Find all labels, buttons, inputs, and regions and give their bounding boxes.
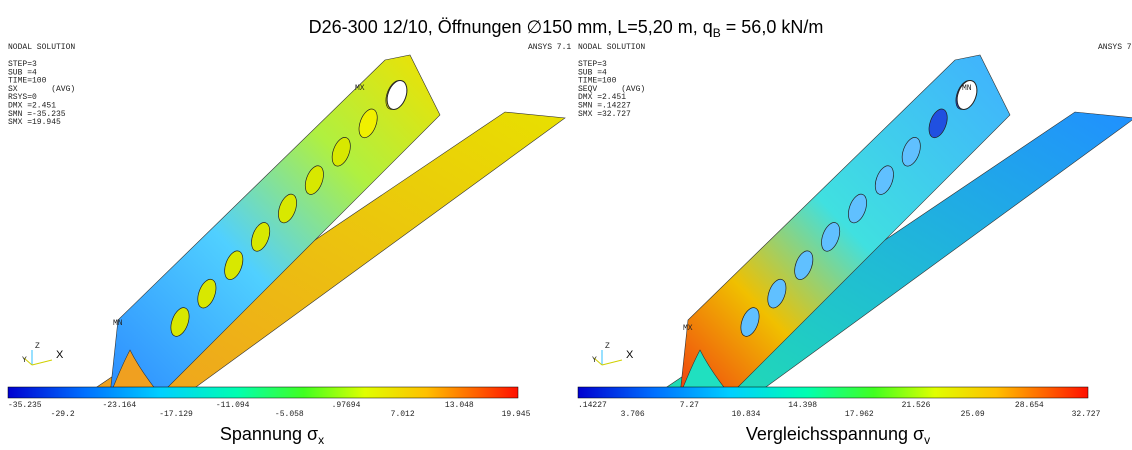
info-line: STEP=3 bbox=[578, 60, 607, 69]
legend-label: -17.129 bbox=[159, 410, 193, 419]
legend-label: -5.058 bbox=[275, 410, 304, 419]
hole bbox=[170, 307, 190, 337]
info-line: RSYS=0 bbox=[8, 93, 37, 102]
version: ANSYS 7.1 bbox=[1098, 43, 1132, 52]
legend-label: -23.164 bbox=[103, 401, 137, 410]
legend-label: 7.012 bbox=[391, 410, 415, 419]
hole bbox=[304, 165, 324, 195]
text-part: Vergleichsspannung σ bbox=[746, 424, 924, 444]
web-bottom bbox=[679, 349, 731, 396]
axis-label: X bbox=[56, 349, 64, 361]
axis-label: Z bbox=[605, 342, 610, 351]
hole bbox=[224, 250, 244, 280]
hole bbox=[928, 108, 948, 139]
hole bbox=[848, 193, 867, 224]
hole bbox=[197, 278, 217, 309]
legend-label: 7.27 bbox=[680, 401, 699, 410]
hole-open bbox=[386, 80, 408, 110]
info-line: SUB =4 bbox=[578, 68, 607, 77]
legend-label: 17.962 bbox=[845, 410, 874, 419]
figure-title: D26-300 12/10, Öffnungen ∅150 mm, L=5,20… bbox=[309, 17, 824, 40]
text-part: = 56,0 kN/m bbox=[721, 17, 824, 37]
legend-label: -35.235 bbox=[8, 401, 42, 410]
text-part: B bbox=[713, 26, 721, 40]
axis-label: Z bbox=[35, 342, 40, 351]
info-line: SX (AVG) bbox=[8, 85, 75, 94]
axis bbox=[593, 357, 603, 366]
axis-label: Y bbox=[22, 356, 27, 365]
legend-label: .14227 bbox=[578, 401, 607, 410]
axis-label: X bbox=[626, 349, 634, 361]
legend-label: 3.706 bbox=[621, 410, 645, 419]
header: NODAL SOLUTION bbox=[578, 43, 645, 52]
hole bbox=[794, 250, 814, 280]
info-line: STEP=3 bbox=[8, 60, 37, 69]
info-line: SMX =32.727 bbox=[578, 110, 631, 119]
hole bbox=[358, 108, 378, 139]
hole bbox=[821, 222, 841, 252]
version: ANSYS 7.1 bbox=[528, 43, 571, 52]
info-line: DMX =2.451 bbox=[8, 102, 56, 111]
colorbar bbox=[577, 386, 1089, 399]
legend-label: 28.654 bbox=[1015, 401, 1044, 410]
legend-label: 14.398 bbox=[788, 401, 817, 410]
marker: MX bbox=[355, 84, 365, 93]
info-line: DMX =2.451 bbox=[578, 93, 626, 102]
hole bbox=[251, 222, 271, 252]
colorbar bbox=[7, 386, 519, 399]
info-line: SMN =.14227 bbox=[578, 102, 631, 111]
legend-label: -11.094 bbox=[216, 401, 250, 410]
hole bbox=[278, 193, 297, 224]
info-line: TIME=100 bbox=[578, 77, 617, 86]
info-line: SMX =19.945 bbox=[8, 118, 61, 127]
text-part: x bbox=[318, 433, 324, 447]
axis bbox=[31, 359, 53, 366]
legend-label: 13.048 bbox=[445, 401, 474, 410]
web-bottom bbox=[109, 349, 161, 396]
legend-label: -29.2 bbox=[51, 410, 75, 419]
caption: Vergleichsspannung σv bbox=[746, 424, 930, 447]
legend-label: 10.834 bbox=[732, 410, 761, 419]
legend-label: 25.09 bbox=[961, 410, 985, 419]
hole bbox=[874, 165, 894, 195]
text-part: D26-300 12/10, Öffnungen ∅150 mm, L=5,20… bbox=[309, 17, 713, 37]
hole bbox=[740, 307, 760, 337]
text-part: v bbox=[924, 433, 930, 447]
legend-label: 21.526 bbox=[902, 401, 931, 410]
marker: MN bbox=[962, 84, 972, 93]
caption: Spannung σx bbox=[220, 424, 324, 447]
info-line: SMN =-35.235 bbox=[8, 110, 66, 119]
legend-label: 19.945 bbox=[502, 410, 531, 419]
hole bbox=[767, 278, 787, 309]
header: NODAL SOLUTION bbox=[8, 43, 75, 52]
text-part: Spannung σ bbox=[220, 424, 318, 444]
legend-label: 32.727 bbox=[1072, 410, 1101, 419]
hole-open bbox=[956, 80, 978, 110]
hole bbox=[901, 137, 921, 167]
marker: MN bbox=[113, 319, 123, 328]
info-line: SEQV (AVG) bbox=[578, 85, 645, 94]
legend-label: .97694 bbox=[332, 401, 361, 410]
axis-label: Y bbox=[592, 356, 597, 365]
info-line: SUB =4 bbox=[8, 68, 37, 77]
info-line: TIME=100 bbox=[8, 77, 47, 86]
axis bbox=[23, 357, 33, 366]
axis bbox=[601, 359, 623, 366]
hole bbox=[331, 137, 351, 167]
marker: MX bbox=[683, 324, 693, 333]
